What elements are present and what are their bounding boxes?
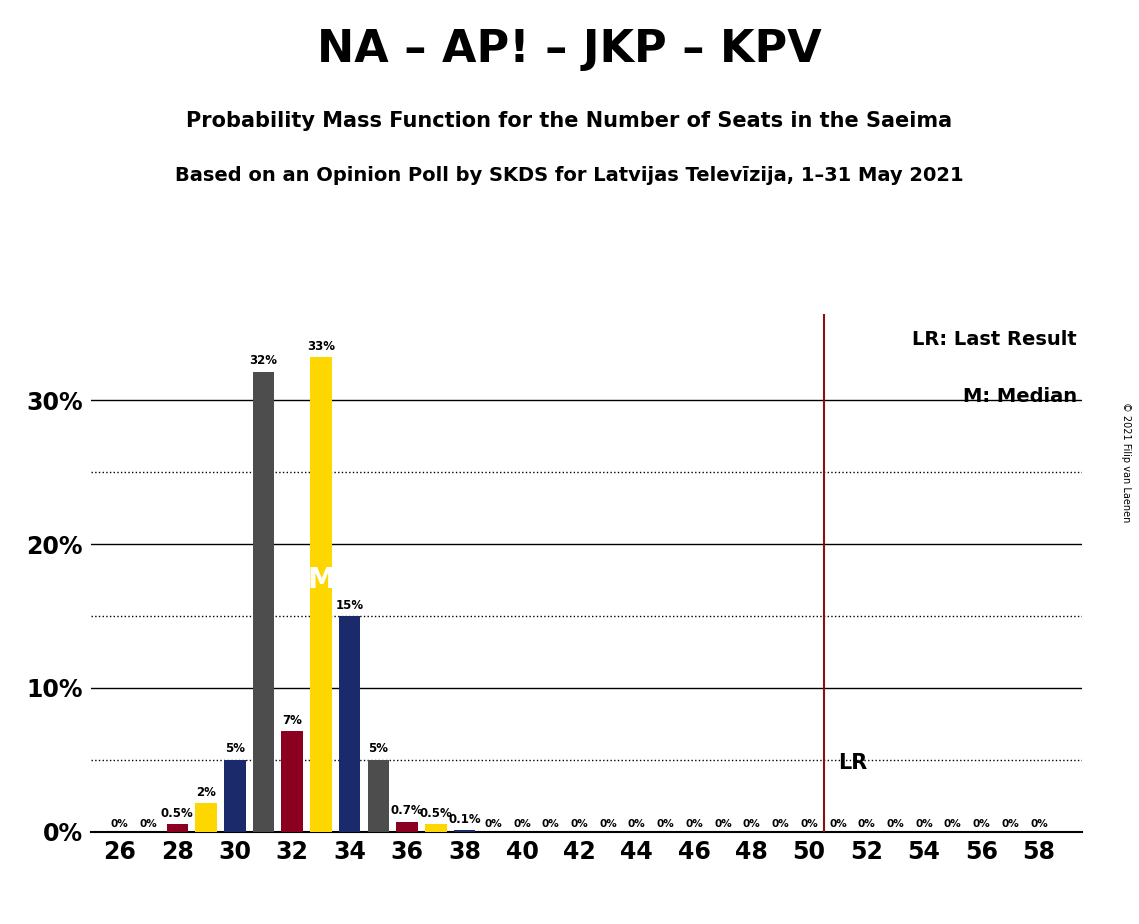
Text: 0%: 0%: [513, 820, 531, 830]
Text: 0%: 0%: [714, 820, 732, 830]
Text: 0%: 0%: [628, 820, 646, 830]
Text: 0.1%: 0.1%: [449, 813, 481, 826]
Text: 0.5%: 0.5%: [161, 807, 194, 821]
Text: 0%: 0%: [542, 820, 559, 830]
Text: Probability Mass Function for the Number of Seats in the Saeima: Probability Mass Function for the Number…: [187, 111, 952, 131]
Text: 0.5%: 0.5%: [419, 807, 452, 821]
Text: 0%: 0%: [484, 820, 502, 830]
Text: 7%: 7%: [282, 713, 302, 726]
Bar: [453, 830, 475, 832]
Text: 0%: 0%: [886, 820, 904, 830]
Text: 0%: 0%: [743, 820, 761, 830]
Bar: [166, 824, 188, 832]
Text: 0%: 0%: [110, 820, 129, 830]
Bar: [224, 760, 246, 832]
Text: 2%: 2%: [196, 785, 216, 798]
Bar: [195, 803, 216, 832]
Text: NA – AP! – JKP – KPV: NA – AP! – JKP – KPV: [317, 28, 822, 71]
Text: 0%: 0%: [571, 820, 588, 830]
Text: 0%: 0%: [686, 820, 703, 830]
Text: 0%: 0%: [657, 820, 674, 830]
Bar: [310, 358, 331, 832]
Text: 15%: 15%: [336, 599, 363, 612]
Text: LR: LR: [838, 753, 867, 772]
Text: © 2021 Filip van Laenen: © 2021 Filip van Laenen: [1121, 402, 1131, 522]
Text: 0%: 0%: [916, 820, 933, 830]
Text: Based on an Opinion Poll by SKDS for Latvijas Televīzija, 1–31 May 2021: Based on an Opinion Poll by SKDS for Lat…: [175, 166, 964, 186]
Text: 0%: 0%: [599, 820, 617, 830]
Text: M: M: [308, 566, 335, 594]
Text: 33%: 33%: [306, 340, 335, 353]
Text: 0.7%: 0.7%: [391, 804, 424, 817]
Bar: [281, 731, 303, 832]
Bar: [396, 821, 418, 832]
Text: 0%: 0%: [829, 820, 846, 830]
Bar: [253, 371, 274, 832]
Text: M: Median: M: Median: [962, 386, 1077, 406]
Text: LR: Last Result: LR: Last Result: [912, 330, 1077, 348]
Text: 0%: 0%: [858, 820, 876, 830]
Text: 0%: 0%: [801, 820, 818, 830]
Text: 0%: 0%: [944, 820, 961, 830]
Text: 5%: 5%: [368, 742, 388, 756]
Text: 32%: 32%: [249, 354, 278, 368]
Text: 0%: 0%: [771, 820, 789, 830]
Text: 0%: 0%: [1001, 820, 1019, 830]
Text: 0%: 0%: [973, 820, 991, 830]
Text: 0%: 0%: [140, 820, 157, 830]
Text: 5%: 5%: [224, 742, 245, 756]
Bar: [368, 760, 390, 832]
Bar: [425, 824, 446, 832]
Text: 0%: 0%: [1030, 820, 1048, 830]
Bar: [339, 616, 360, 832]
